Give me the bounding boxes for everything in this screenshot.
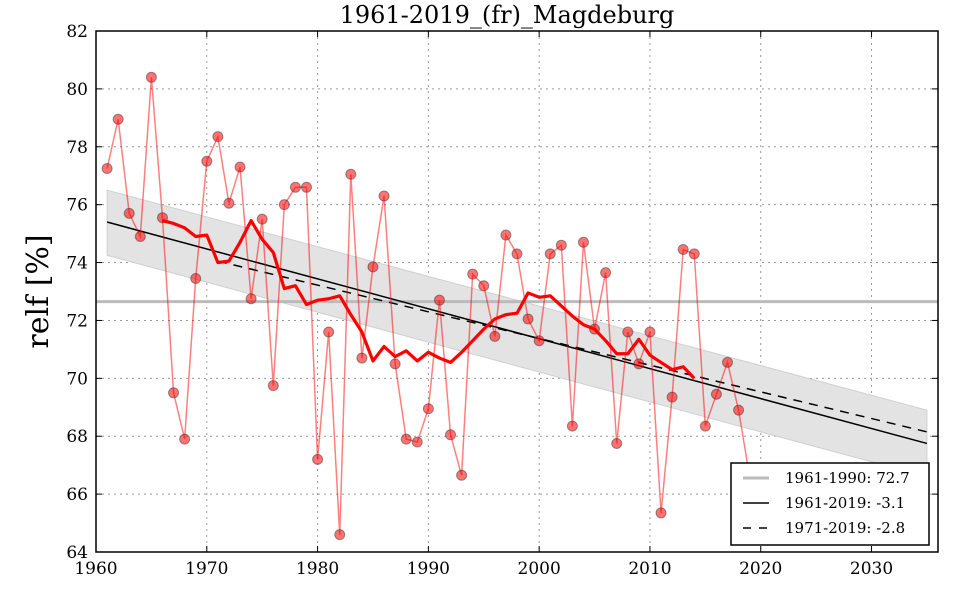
- data-point: [445, 429, 457, 441]
- data-point: [367, 261, 379, 273]
- data-point: [722, 356, 733, 368]
- x-tick-label: 1960: [74, 559, 117, 579]
- x-tick-label: 1970: [185, 559, 228, 579]
- data-point: [378, 190, 390, 202]
- legend-label: 1961-2019: -3.1: [785, 494, 905, 512]
- y-tick-label: 74: [66, 254, 88, 274]
- data-point: [223, 197, 235, 209]
- moving-average-line: [162, 218, 696, 380]
- x-tick-label: 1990: [407, 559, 450, 579]
- y-tick-label: 68: [66, 427, 88, 447]
- data-point: [289, 181, 301, 193]
- data-point: [179, 433, 191, 445]
- data-point: [256, 213, 268, 225]
- data-point: [688, 248, 700, 260]
- data-point: [411, 436, 423, 448]
- data-point: [633, 358, 645, 370]
- data-point: [522, 313, 534, 325]
- data-point: [622, 326, 634, 338]
- data-point: [644, 326, 656, 338]
- trend-lines-layer: [106, 221, 928, 445]
- data-point: [467, 268, 479, 280]
- data-point: [577, 236, 589, 248]
- data-point: [123, 207, 135, 219]
- y-tick-label: 64: [66, 543, 88, 563]
- data-point: [655, 507, 667, 519]
- data-point: [511, 248, 523, 260]
- data-point: [345, 168, 357, 180]
- data-point: [478, 280, 490, 292]
- data-point: [312, 453, 324, 465]
- y-tick-label: 76: [66, 196, 88, 216]
- legend-label: 1971-2019: -2.8: [785, 519, 905, 537]
- data-point: [433, 294, 445, 306]
- y-tick-label: 72: [66, 311, 88, 331]
- data-point: [555, 239, 567, 251]
- data-point: [400, 433, 412, 445]
- legend: 1961-1990: 72.7 1961-2019: -3.1 1971-2019:…: [730, 462, 930, 546]
- data-point: [267, 380, 279, 392]
- data-point: [212, 131, 224, 143]
- data-point: [145, 71, 157, 83]
- legend-label: 1961-1990: 72.7: [785, 469, 910, 487]
- data-point: [710, 388, 722, 400]
- data-point: [101, 162, 113, 174]
- data-point: [190, 272, 202, 284]
- data-point: [356, 352, 368, 364]
- data-point: [168, 387, 180, 399]
- x-tick-label: 2020: [739, 559, 782, 579]
- data-point: [278, 199, 290, 211]
- data-point: [456, 469, 468, 481]
- data-point: [600, 267, 612, 279]
- data-point: [666, 391, 678, 403]
- data-point: [566, 420, 578, 432]
- data-point: [677, 244, 689, 256]
- data-point: [323, 326, 335, 338]
- data-point: [134, 231, 146, 243]
- x-tick-label: 2010: [628, 559, 671, 579]
- data-point: [112, 113, 124, 125]
- data-point: [489, 330, 501, 342]
- data-point: [201, 155, 213, 167]
- data-point: [245, 293, 257, 305]
- data-point: [699, 420, 711, 432]
- y-axis-label: relf [%]: [21, 234, 56, 348]
- y-tick-label: 82: [66, 22, 88, 42]
- x-tick-label: 2000: [518, 559, 561, 579]
- y-tick-label: 70: [66, 369, 88, 389]
- moving-average-layer: [162, 218, 696, 380]
- chart-title: 1961-2019_(fr)_Magdeburg: [340, 1, 675, 29]
- data-point: [389, 358, 401, 370]
- y-tick-label: 66: [66, 485, 88, 505]
- data-point: [733, 404, 745, 416]
- data-point: [544, 248, 556, 260]
- x-tick-label: 1980: [296, 559, 339, 579]
- data-point: [301, 181, 312, 193]
- x-tick-label: 2030: [850, 559, 893, 579]
- data-point: [234, 161, 246, 173]
- plot-frame: [95, 30, 939, 553]
- y-tick-label: 78: [66, 138, 88, 158]
- data-point: [422, 403, 434, 415]
- data-point: [500, 229, 512, 241]
- data-point: [611, 437, 623, 449]
- y-tick-label: 80: [66, 80, 88, 100]
- data-point: [533, 335, 545, 347]
- axis-ticks: 1960 1970 1980 1990 2000 2010 2020 2030 64 66 68 70…: [66, 22, 938, 579]
- data-point: [334, 529, 346, 541]
